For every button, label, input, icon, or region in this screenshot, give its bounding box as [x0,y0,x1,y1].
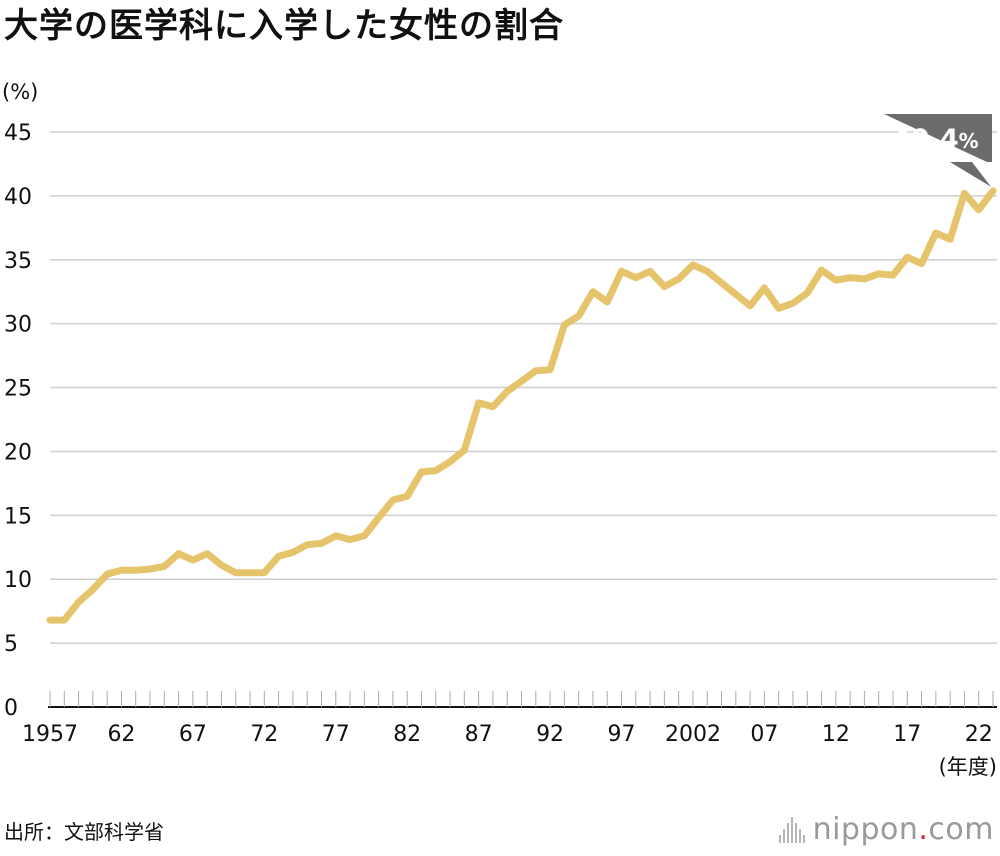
x-tick-label: 62 [107,722,135,747]
barcode-mark-icon [778,816,805,843]
y-tick-labels: 0 5 10 15 20 25 30 35 40 45 [4,121,32,721]
brand-dot: . [918,812,929,847]
y-tick-label: 25 [4,377,32,402]
x-tick-label: 72 [250,722,278,747]
brand-logo: nippon. com [778,812,994,847]
y-tick-label: 15 [4,504,32,529]
chart-title: 大学の医学科に入学した女性の割合 [4,6,564,46]
x-tick-label: 67 [179,722,207,747]
x-tick-label: 82 [393,722,421,747]
x-tick-label: 1957 [22,722,78,747]
x-tick-label: 87 [465,722,493,747]
x-tick-label: 2002 [665,722,721,747]
x-tick-labels: 1957 62 67 72 77 82 87 92 97 2002 07 12 17 22 [22,722,993,747]
series-line-group [46,187,997,624]
y-tick-label: 45 [4,121,32,146]
callout-value: 40.4% [892,124,979,155]
x-tick-label: 77 [322,722,350,747]
callout-box [884,114,992,162]
x-tick-label: 22 [965,722,993,747]
x-tick-label: 12 [822,722,850,747]
x-tick-label: 92 [536,722,564,747]
x-tick-label: 97 [608,722,636,747]
x-tick-label: 07 [750,722,778,747]
y-axis-unit-label: (%) [2,80,38,104]
gridlines [50,131,997,644]
callout-pointer [950,162,991,187]
x-axis [48,691,997,708]
x-axis-unit-label: (年度) [939,755,997,779]
y-tick-label: 20 [4,440,32,465]
y-tick-label: 5 [4,632,18,657]
y-tick-label: 0 [4,696,18,721]
callout-unit: % [959,129,979,153]
y-tick-label: 30 [4,313,32,338]
callout-label: 40.4% [884,114,992,187]
brand-tld: com [928,812,994,847]
line-chart: 0 5 10 15 20 25 30 35 40 45 1957 62 67 72 77 82 87 92 97 2… [2,80,997,779]
y-tick-label: 35 [4,249,32,274]
y-tick-label: 40 [4,185,32,210]
series-line [46,187,997,624]
x-tick-label: 17 [893,722,921,747]
brand-name: nippon [812,812,919,847]
source-note: 出所：文部科学省 [4,820,164,844]
y-tick-label: 10 [4,568,32,593]
